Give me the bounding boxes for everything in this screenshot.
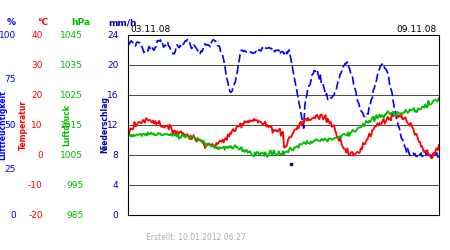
Text: mm/h: mm/h [108,18,137,27]
Text: 30: 30 [31,60,43,70]
Text: -10: -10 [28,180,43,190]
Text: 100: 100 [0,30,16,40]
Text: Erstellt: 10.01.2012 06:27: Erstellt: 10.01.2012 06:27 [146,234,246,242]
Text: -20: -20 [28,210,43,220]
Text: 1015: 1015 [60,120,83,130]
Text: 1035: 1035 [60,60,83,70]
Text: 25: 25 [4,166,16,174]
Text: Luftfeuchtigkeit: Luftfeuchtigkeit [0,90,7,160]
Text: 20: 20 [32,90,43,100]
Text: 40: 40 [32,30,43,40]
Text: 20: 20 [107,60,118,70]
Text: 0: 0 [10,210,16,220]
Text: 1005: 1005 [60,150,83,160]
Text: 995: 995 [66,180,83,190]
Text: 985: 985 [66,210,83,220]
Text: 4: 4 [112,180,118,190]
Text: °C: °C [37,18,48,27]
Text: 50: 50 [4,120,16,130]
Text: Temperatur: Temperatur [19,100,28,150]
Text: 75: 75 [4,76,16,84]
Text: 1025: 1025 [60,90,83,100]
Text: 16: 16 [107,90,118,100]
Text: Niederschlag: Niederschlag [100,96,109,154]
Text: Luftdruck: Luftdruck [62,104,71,146]
Text: 09.11.08: 09.11.08 [396,25,436,34]
Text: %: % [7,18,16,27]
Text: 03.11.08: 03.11.08 [130,25,171,34]
Text: 1045: 1045 [60,30,83,40]
Text: hPa: hPa [72,18,90,27]
Text: 12: 12 [107,120,118,130]
Text: 24: 24 [107,30,118,40]
Text: 10: 10 [31,120,43,130]
Text: 0: 0 [112,210,118,220]
Text: 8: 8 [112,150,118,160]
Text: 0: 0 [37,150,43,160]
